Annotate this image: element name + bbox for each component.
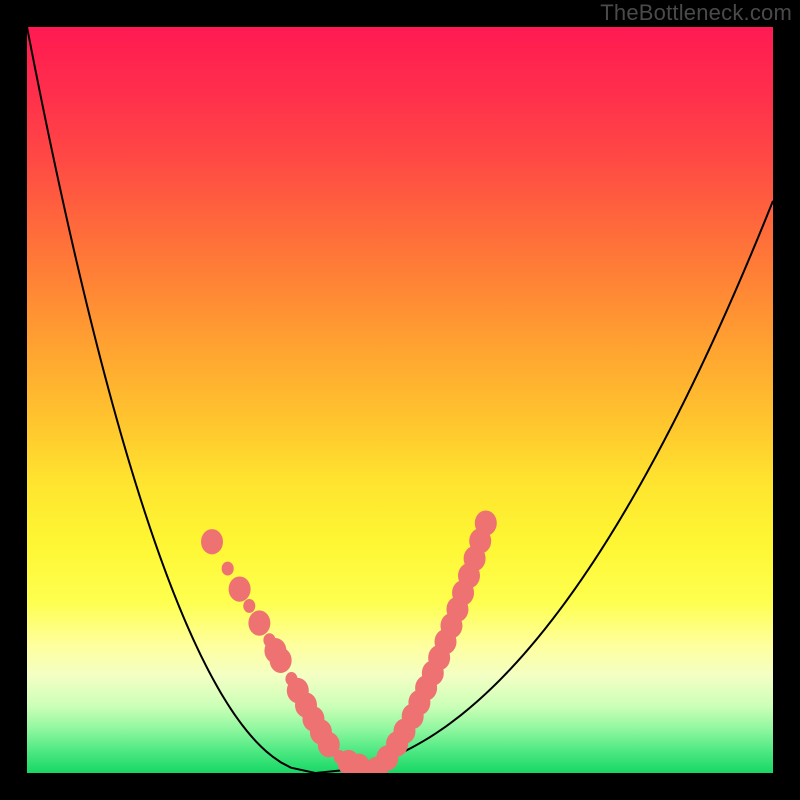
plot-area — [27, 27, 773, 773]
marker-dot — [229, 576, 251, 601]
chart-svg — [27, 27, 773, 773]
marker-dot — [201, 529, 223, 554]
marker-dot — [243, 599, 255, 613]
marker-dot — [270, 648, 292, 673]
watermark-text: TheBottleneck.com — [600, 0, 792, 26]
curve-right — [315, 201, 773, 773]
chart-frame: TheBottleneck.com — [0, 0, 800, 800]
marker-dot — [475, 510, 497, 535]
marker-dot — [222, 562, 234, 576]
marker-dot — [248, 610, 270, 635]
